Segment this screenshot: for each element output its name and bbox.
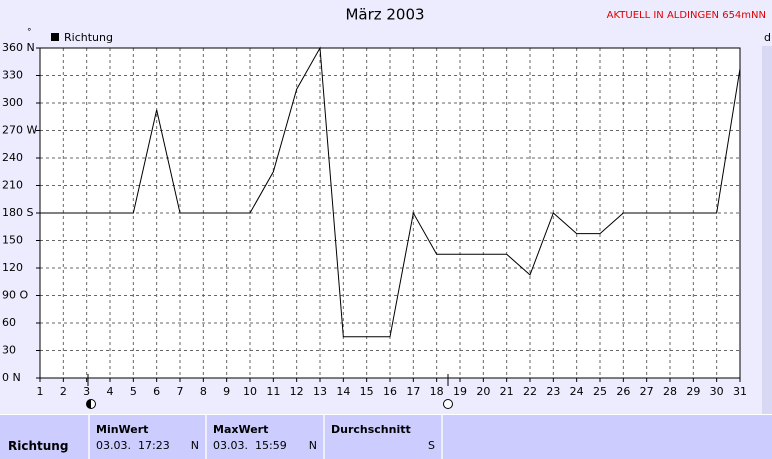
x-tick-label: 25 xyxy=(593,385,607,398)
row-label: Richtung xyxy=(8,439,69,453)
x-tick-label: 16 xyxy=(383,385,397,398)
x-tick-label: 8 xyxy=(200,385,207,398)
x-tick-label: 1 xyxy=(37,385,44,398)
moon-icon xyxy=(443,399,453,409)
stats-panel: Richtung MinWert 03.03. 17:23 N MaxWert 03.0… xyxy=(0,414,772,459)
stat-datetime: 03.03. 15:59 xyxy=(213,439,287,452)
stat-time: 15:59 xyxy=(255,439,287,452)
x-tick-label: 4 xyxy=(107,385,114,398)
x-tick-label: 6 xyxy=(153,385,160,398)
y-unit: ° xyxy=(27,28,32,38)
y-tick-label: 60 xyxy=(2,316,16,329)
stat-datetime: 03.03. 17:23 xyxy=(96,439,170,452)
y-tick-label: 180 S xyxy=(2,206,33,219)
chart-title: März 2003 xyxy=(345,6,424,24)
moon-half xyxy=(86,399,91,409)
x-tick-label: 15 xyxy=(360,385,374,398)
x-tick-label: 27 xyxy=(640,385,654,398)
x-tick-label: 5 xyxy=(130,385,137,398)
y-tick-label: 300 xyxy=(2,96,23,109)
series-line xyxy=(40,46,741,338)
legend-label: Richtung xyxy=(64,31,113,44)
y-tick-label: 150 xyxy=(2,234,23,247)
x-tick-label: 7 xyxy=(177,385,184,398)
x-tick-label: 26 xyxy=(616,385,630,398)
y-tick-label: 0 N xyxy=(2,371,21,384)
y-tick-label: 90 O xyxy=(2,289,28,302)
x-tick-label: 20 xyxy=(476,385,490,398)
x-tick-label: 29 xyxy=(686,385,700,398)
y-tick-label: 120 xyxy=(2,261,23,274)
stat-header: Durchschnitt xyxy=(331,423,411,436)
x-tick-label: 21 xyxy=(500,385,514,398)
stat-date: 03.03. xyxy=(96,439,131,452)
y-tick-label: 330 xyxy=(2,69,23,82)
stat-direction: N xyxy=(308,439,317,452)
x-tick-label: 30 xyxy=(710,385,724,398)
stat-direction: N xyxy=(190,439,199,452)
x-tick-label: 2 xyxy=(60,385,67,398)
stat-date: 03.03. xyxy=(213,439,248,452)
y-tick-label: 30 xyxy=(2,344,16,357)
corner-label: d xyxy=(764,31,771,44)
x-tick-label: 28 xyxy=(663,385,677,398)
station-note: AKTUELL IN ALDINGEN 654mNN xyxy=(607,10,766,21)
stat-cell: MinWert 03.03. 17:23 N xyxy=(88,415,207,459)
x-tick-label: 19 xyxy=(453,385,467,398)
x-tick-label: 17 xyxy=(406,385,420,398)
y-tick-label: 240 xyxy=(2,151,23,164)
x-tick-label: 9 xyxy=(223,385,230,398)
empty-cell xyxy=(441,415,763,459)
legend-swatch xyxy=(51,33,59,41)
x-tick-label: 24 xyxy=(570,385,584,398)
x-tick-label: 23 xyxy=(546,385,560,398)
x-tick-label: 13 xyxy=(313,385,327,398)
chart: März 2003 AKTUELL IN ALDINGEN 654mNN ° d… xyxy=(2,6,772,414)
x-tick-label: 12 xyxy=(290,385,304,398)
stat-header: MaxWert xyxy=(213,423,269,436)
stat-direction: S xyxy=(428,439,435,452)
y-tick-label: 270 W xyxy=(2,124,37,137)
x-tick-label: 10 xyxy=(243,385,257,398)
scroll-strip xyxy=(762,46,772,414)
stat-time: 17:23 xyxy=(138,439,170,452)
x-tick-label: 31 xyxy=(733,385,747,398)
x-tick-label: 18 xyxy=(430,385,444,398)
x-tick-label: 22 xyxy=(523,385,537,398)
stat-cell: Durchschnitt S xyxy=(323,415,443,459)
x-tick-label: 3 xyxy=(83,385,90,398)
x-tick-label: 11 xyxy=(266,385,280,398)
y-tick-label: 360 N xyxy=(2,41,35,54)
x-tick-label: 14 xyxy=(336,385,350,398)
stat-header: MinWert xyxy=(96,423,149,436)
y-tick-label: 210 xyxy=(2,179,23,192)
stat-cell: MaxWert 03.03. 15:59 N xyxy=(205,415,325,459)
